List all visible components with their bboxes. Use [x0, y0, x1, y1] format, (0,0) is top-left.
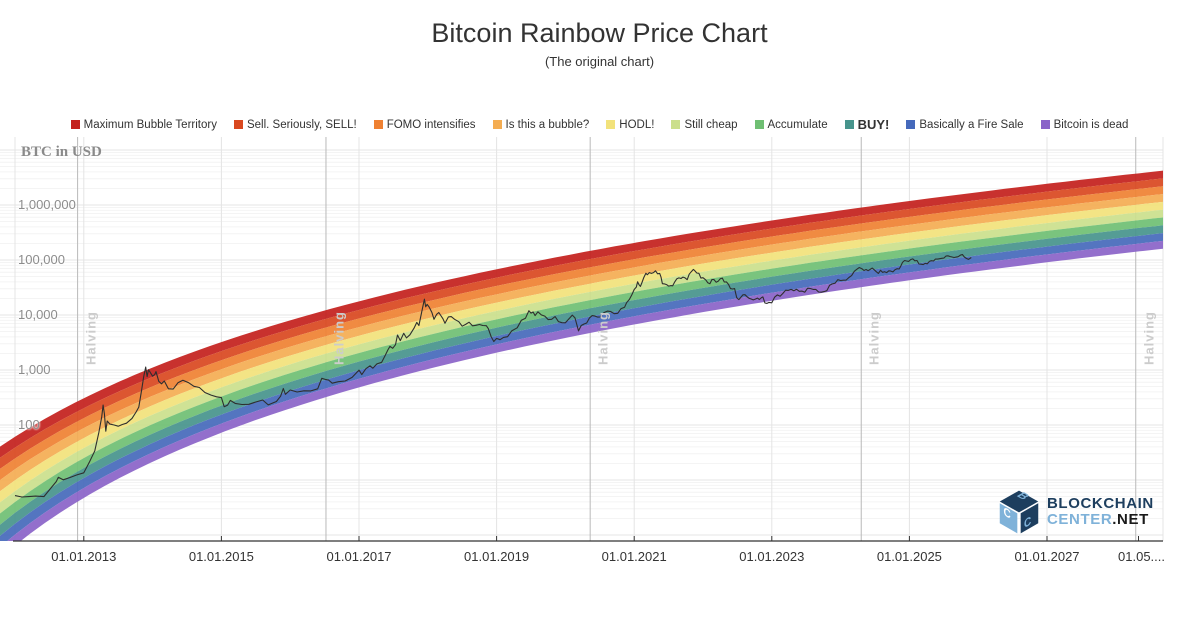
legend-swatch-icon: [671, 120, 681, 129]
legend-item[interactable]: Bitcoin is dead: [1040, 118, 1129, 131]
svg-text:C: C: [1004, 504, 1012, 523]
y-axis-label: 1,000: [18, 362, 51, 377]
legend-item-label: Maximum Bubble Territory: [83, 118, 217, 131]
chart-subtitle: (The original chart): [544, 54, 655, 69]
legend-item-label: Accumulate: [767, 118, 828, 131]
price-series[interactable]: [14, 253, 972, 498]
legend-swatch-icon: [754, 120, 764, 129]
legend-item[interactable]: Basically a Fire Sale: [906, 118, 1024, 131]
legend-item-label: Sell. Seriously, SELL!: [246, 118, 357, 131]
blockchaincenter-logo[interactable]: B C C BLOCKCHAIN CENTER.NET: [998, 489, 1154, 535]
y-axis-label: 10,000: [18, 307, 58, 322]
x-axis-label-truncated: 01.05....: [1118, 549, 1165, 564]
svg-text:B: B: [1013, 491, 1032, 502]
legend-item[interactable]: Is this a bubble?: [492, 118, 590, 131]
legend-item-label: Basically a Fire Sale: [919, 118, 1024, 131]
x-axis-label: 01.01.2025: [876, 549, 942, 564]
legend-item[interactable]: Sell. Seriously, SELL!: [233, 118, 357, 131]
cube-logo-icon: B C C: [999, 490, 1039, 534]
halving-label: Halving: [331, 311, 347, 365]
legend-item[interactable]: Accumulate: [754, 118, 828, 131]
legend-swatch-icon: [233, 120, 243, 129]
x-axis: [13, 536, 1163, 542]
legend-item-label: FOMO intensifies: [386, 118, 476, 131]
y-axis-title: BTC in USD: [21, 144, 102, 160]
chart-legend: Maximum Bubble Territory Sell. Seriously,…: [0, 117, 1199, 132]
x-axis-label: 01.01.2017: [326, 549, 392, 564]
legend-swatch-icon: [492, 120, 502, 129]
legend-swatch-icon: [1040, 120, 1050, 129]
page-title: Bitcoin Rainbow Price Chart: [431, 18, 768, 48]
legend-swatch-icon: [70, 120, 80, 129]
legend-swatch-icon: [906, 120, 916, 129]
x-axis-label: 01.01.2021: [601, 549, 667, 564]
legend-swatch-icon: [844, 120, 854, 129]
y-axis-label: 1,000,000: [18, 197, 76, 212]
x-axis-label: 01.01.2015: [188, 549, 254, 564]
legend-item-label: Bitcoin is dead: [1053, 118, 1129, 131]
rainbow-bands: [0, 170, 1163, 541]
legend-item[interactable]: BUY!: [844, 117, 890, 132]
legend-item-label: Still cheap: [684, 118, 738, 131]
halving-label: Halving: [866, 311, 882, 365]
logo-line-2: CENTER.NET: [1047, 511, 1149, 528]
x-axis-label: 01.01.2013: [51, 549, 117, 564]
legend-item-label: HODL!: [619, 118, 655, 131]
legend-item[interactable]: HODL!: [606, 119, 654, 131]
halving-label: Halving: [83, 311, 99, 365]
legend-item-label: BUY!: [857, 117, 890, 132]
x-axis-label: 01.01.2027: [1014, 549, 1080, 564]
y-axis-label: 100,000: [18, 252, 65, 267]
legend-item-label: Is this a bubble?: [505, 118, 590, 131]
halving-label: Halving: [595, 311, 611, 365]
halving-label: Halving: [1141, 311, 1157, 365]
btc-price-line[interactable]: [14, 253, 972, 498]
x-axis-label: 01.01.2023: [739, 549, 805, 564]
legend-item[interactable]: Still cheap: [671, 118, 738, 131]
legend-item[interactable]: FOMO intensifies: [373, 118, 476, 131]
legend-item[interactable]: Maximum Bubble Territory: [70, 118, 217, 131]
legend-swatch-icon: [373, 120, 383, 129]
logo-line-1: BLOCKCHAIN: [1047, 494, 1154, 512]
legend-swatch-icon: [606, 120, 616, 129]
y-axis-label: 100: [18, 417, 40, 432]
x-axis-label: 01.01.2019: [464, 549, 530, 564]
logo-net-suffix: .NET: [1112, 511, 1149, 528]
svg-text:C: C: [1024, 513, 1032, 532]
logo-text: BLOCKCHAIN CENTER.NET: [1047, 494, 1154, 529]
